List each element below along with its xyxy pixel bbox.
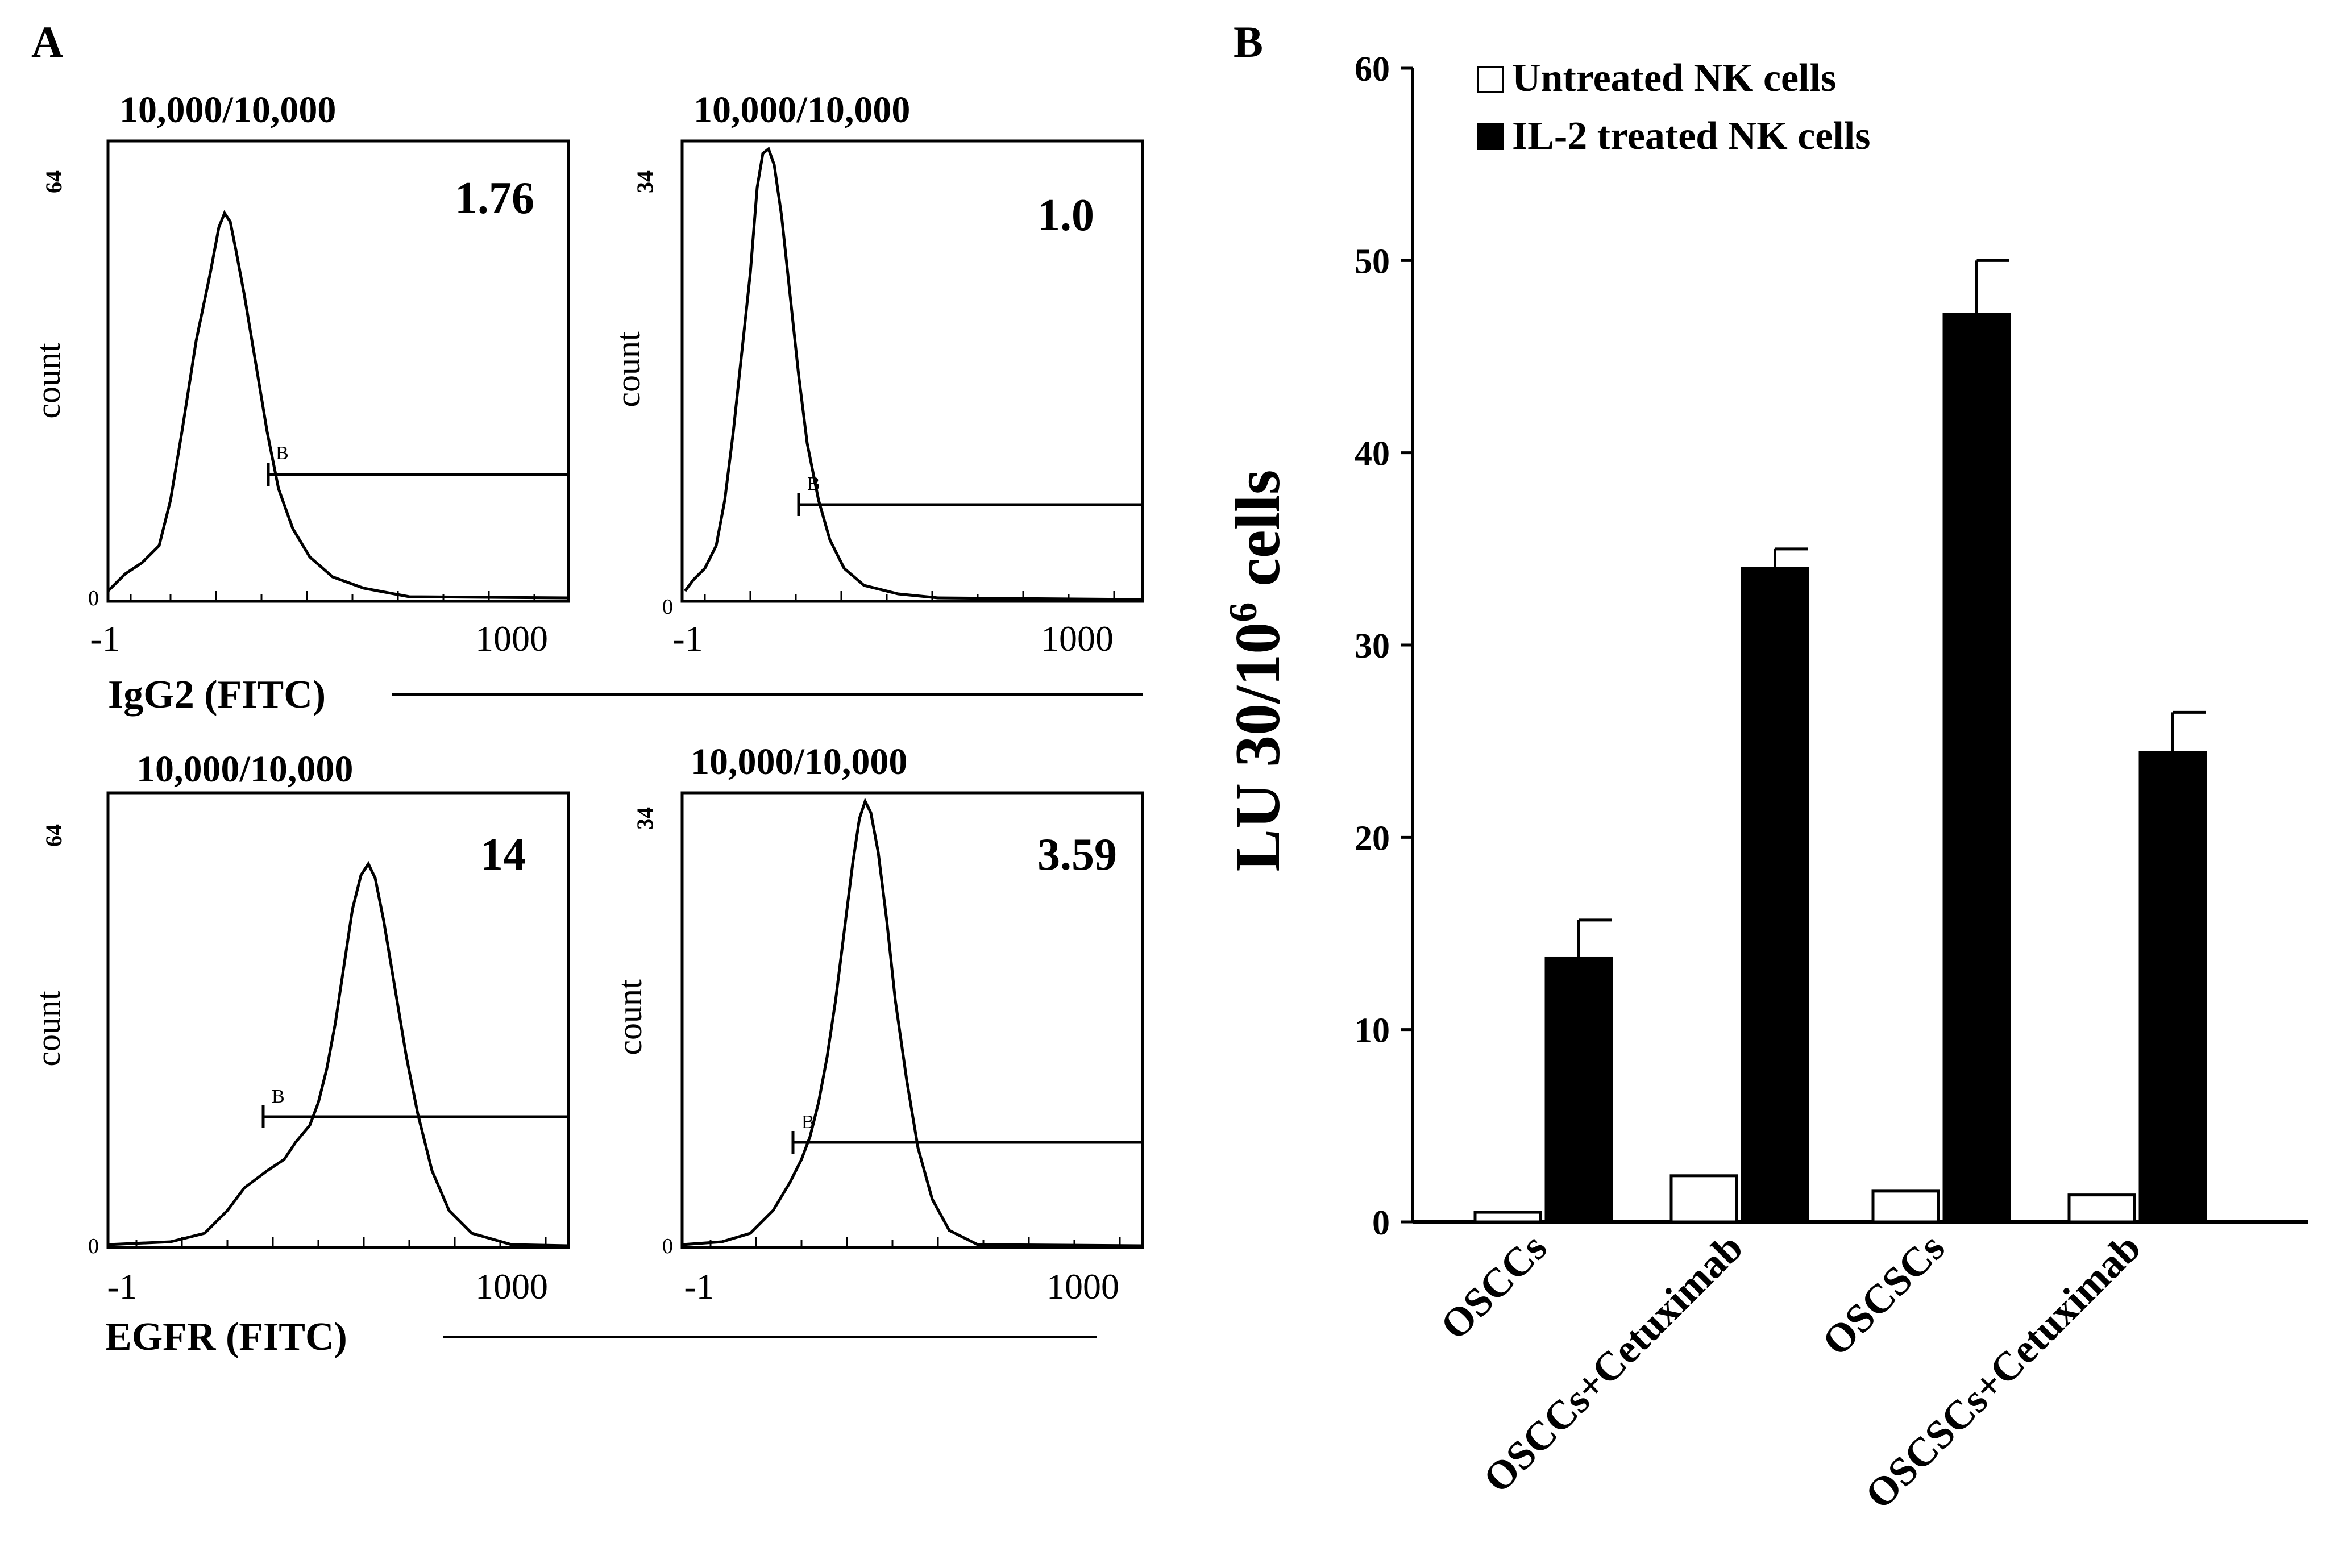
row-label-egfr: EGFR (FITC) [105,1315,347,1359]
histogram-y-max: 34 [632,807,658,830]
y-tick-label: 0 [1372,1204,1390,1242]
bar-untreated [2067,1193,2136,1224]
histogram-value: 3.59 [1037,830,1117,880]
bar-il2-treated [1942,313,2011,1224]
histogram-events-label: 10,000/10,000 [691,741,907,783]
y-tick-label: 30 [1355,627,1390,666]
histogram-igg2-left: 10,000/10,000 1.76 64 0 count -1 1000 B [30,89,570,659]
y-axis-title-prefix: LU 30/10 [1223,622,1293,872]
histogram-x-max: 1000 [475,1266,548,1307]
histogram-curve [107,860,569,1247]
histogram-y-zero: 0 [662,595,673,619]
y-axis-title-sup: 6 [1222,602,1265,622]
histogram-x-ticks [704,591,1115,601]
histogram-value: 1.76 [455,173,534,223]
histogram-x-ticks [135,1237,547,1247]
bar-chart: LU 30/106 cells Untreated NK cells IL-2 … [1222,50,2308,1517]
bar-untreated [1669,1174,1738,1224]
histogram-curve [682,797,1143,1247]
histogram-events-label: 10,000/10,000 [136,748,353,790]
histogram-gate-label: B [807,473,820,494]
histogram-gate-label: B [276,443,289,464]
histogram-curve [107,210,569,600]
histogram-y-max: 34 [632,170,658,193]
x-tick-label: OSCSCs [1813,1225,1953,1365]
histogram-frame [680,791,1144,1249]
legend-swatch-untreated [1477,66,1504,93]
legend-swatch-il2 [1477,123,1504,150]
bars [1473,259,2207,1224]
bar-il2-treated [2138,751,2207,1224]
y-axis-title: LU 30/106 cells [1222,470,1293,872]
y-axis-title-suffix: cells [1223,470,1293,602]
bar-untreated [1871,1189,1940,1224]
bar-untreated [1473,1211,1542,1224]
row-label-igg2: IgG2 (FITC) [108,673,326,717]
histogram-events-label: 10,000/10,000 [693,89,910,131]
x-tick-label: OSCCs [1431,1225,1555,1349]
histogram-egfr-left: 10,000/10,000 14 64 0 count -1 1000 B [30,748,570,1307]
y-tick-label: 50 [1355,242,1390,281]
histogram-y-max: 64 [41,824,67,847]
panel-b-letter: B [1234,17,1263,66]
y-tick-label: 10 [1355,1012,1390,1050]
histogram-igg2-right: 10,000/10,000 1.0 34 0 count -1 1000 B [609,89,1144,659]
histogram-x-min: -1 [107,1266,137,1307]
histogram-egfr-right: 10,000/10,000 3.59 34 0 count -1 1000 B [611,741,1144,1307]
histogram-frame [680,139,1144,603]
histogram-x-ticks [709,1237,1121,1247]
histogram-gate-label: B [801,1112,815,1133]
histogram-value: 1.0 [1037,190,1094,240]
histogram-x-ticks [130,591,535,601]
histogram-x-min: -1 [90,618,120,659]
histogram-y-zero: 0 [88,1234,99,1258]
bar-il2-treated [1544,956,1613,1224]
histogram-y-label: count [609,331,647,407]
bar-il2-treated [1741,567,1809,1224]
legend-label-untreated: Untreated NK cells [1512,56,1836,100]
y-tick-label: 40 [1355,435,1390,473]
histogram-frame [106,791,570,1249]
histogram-y-label: count [30,343,67,419]
y-tick-label: 20 [1355,819,1390,858]
histogram-y-zero: 0 [88,587,99,610]
histogram-y-max: 64 [41,170,67,193]
histogram-y-label: count [30,991,67,1067]
histogram-events-label: 10,000/10,000 [119,89,336,131]
legend: Untreated NK cells IL-2 treated NK cells [1477,56,1871,158]
histogram-frame [106,139,570,603]
histogram-value: 14 [480,830,526,880]
histogram-y-zero: 0 [662,1234,673,1258]
y-tick-label: 60 [1355,50,1390,89]
histogram-curve [684,146,1143,601]
legend-label-il2: IL-2 treated NK cells [1512,114,1871,158]
histogram-x-min: -1 [672,618,703,659]
panel-a-letter: A [31,17,63,66]
histogram-x-min: -1 [684,1266,714,1307]
histogram-x-max: 1000 [1041,618,1114,659]
histogram-y-label: count [611,979,649,1055]
histogram-x-max: 1000 [1046,1266,1119,1307]
histogram-gate-label: B [272,1086,285,1107]
histogram-x-max: 1000 [475,618,548,659]
